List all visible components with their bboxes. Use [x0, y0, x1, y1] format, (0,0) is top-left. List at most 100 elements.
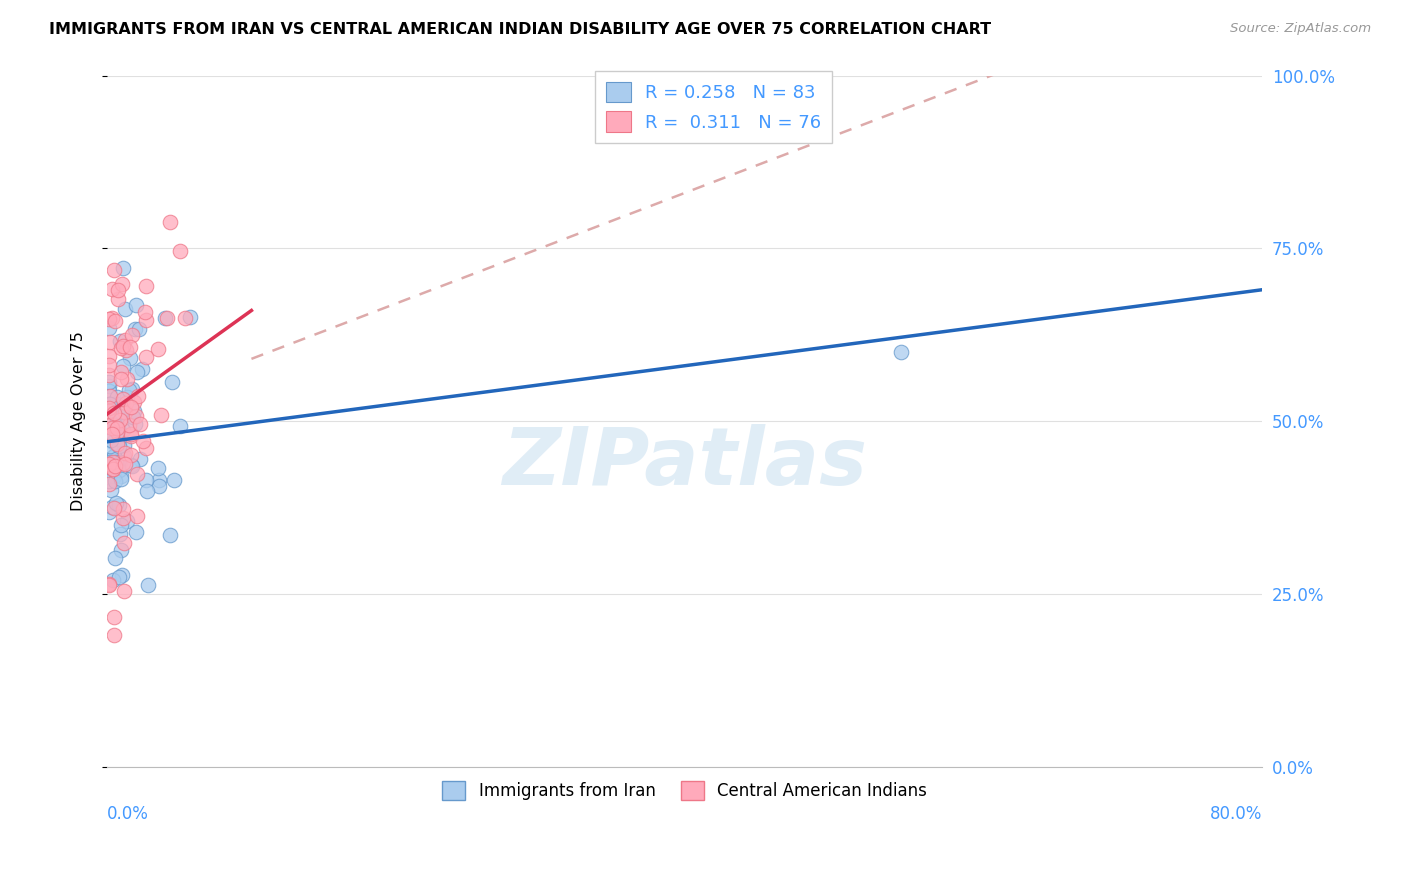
Point: [104, 455, 127, 469]
Point: [104, 313, 127, 327]
Point: [101, 462, 124, 476]
Point: [107, 432, 129, 446]
Text: ZIPatlas: ZIPatlas: [502, 424, 868, 501]
Point: [121, 328, 143, 343]
Point: [131, 362, 153, 376]
Point: [890, 345, 912, 359]
Point: [101, 500, 124, 514]
Point: [98, 358, 121, 372]
Point: [179, 310, 201, 324]
Point: [105, 421, 128, 435]
Point: [103, 468, 125, 483]
Point: [108, 334, 131, 349]
Point: [98, 334, 121, 349]
Point: [148, 479, 170, 493]
Point: [125, 525, 148, 540]
Point: [104, 474, 127, 488]
Point: [114, 333, 136, 347]
Point: [173, 311, 195, 326]
Y-axis label: Disability Age Over 75: Disability Age Over 75: [72, 331, 86, 511]
Point: [120, 458, 142, 472]
Text: 80.0%: 80.0%: [1209, 805, 1263, 823]
Point: [114, 445, 136, 459]
Point: [135, 473, 157, 487]
Point: [112, 536, 135, 550]
Point: [107, 292, 129, 306]
Point: [101, 434, 124, 449]
Point: [108, 455, 131, 469]
Point: [104, 550, 127, 565]
Text: IMMIGRANTS FROM IRAN VS CENTRAL AMERICAN INDIAN DISABILITY AGE OVER 75 CORRELATI: IMMIGRANTS FROM IRAN VS CENTRAL AMERICAN…: [49, 22, 991, 37]
Point: [97, 312, 120, 326]
Point: [128, 417, 150, 431]
Point: [97, 476, 120, 491]
Point: [101, 311, 124, 326]
Point: [115, 514, 138, 528]
Point: [97, 384, 120, 398]
Point: [97, 368, 120, 383]
Point: [135, 350, 157, 364]
Point: [98, 455, 121, 469]
Point: [160, 375, 183, 389]
Point: [148, 460, 170, 475]
Point: [132, 434, 155, 449]
Point: [120, 427, 142, 442]
Point: [103, 501, 125, 516]
Point: [134, 305, 156, 319]
Point: [120, 351, 142, 366]
Point: [101, 426, 124, 441]
Point: [120, 400, 142, 414]
Point: [110, 468, 132, 483]
Point: [103, 610, 125, 624]
Point: [103, 455, 125, 469]
Point: [111, 408, 134, 422]
Point: [97, 404, 120, 418]
Point: [105, 396, 128, 410]
Point: [121, 458, 143, 473]
Text: 0.0%: 0.0%: [107, 805, 149, 823]
Point: [97, 375, 120, 389]
Point: [125, 467, 148, 482]
Point: [122, 403, 145, 417]
Point: [114, 457, 136, 471]
Point: [117, 417, 139, 432]
Point: [111, 501, 134, 516]
Point: [159, 215, 181, 229]
Point: [97, 505, 120, 519]
Point: [110, 341, 132, 355]
Point: [120, 428, 142, 442]
Point: [101, 457, 124, 471]
Point: [114, 405, 136, 419]
Point: [120, 448, 142, 462]
Point: [121, 382, 143, 396]
Point: [163, 473, 186, 487]
Point: [98, 397, 121, 411]
Point: [104, 459, 127, 474]
Point: [125, 298, 148, 312]
Point: [127, 508, 149, 523]
Point: [115, 391, 138, 405]
Point: [105, 403, 128, 417]
Point: [98, 439, 121, 453]
Point: [148, 473, 170, 487]
Point: [111, 392, 134, 406]
Point: [128, 452, 150, 467]
Point: [110, 404, 132, 418]
Point: [135, 441, 157, 455]
Point: [98, 397, 121, 411]
Point: [159, 528, 181, 542]
Point: [111, 568, 134, 582]
Point: [108, 463, 131, 477]
Point: [125, 409, 148, 423]
Point: [110, 365, 132, 379]
Point: [111, 404, 134, 418]
Point: [112, 457, 135, 471]
Point: [108, 498, 131, 512]
Point: [100, 418, 122, 433]
Point: [112, 423, 135, 437]
Point: [136, 483, 159, 498]
Point: [111, 277, 134, 291]
Point: [114, 343, 136, 357]
Point: [124, 322, 146, 336]
Point: [103, 263, 125, 277]
